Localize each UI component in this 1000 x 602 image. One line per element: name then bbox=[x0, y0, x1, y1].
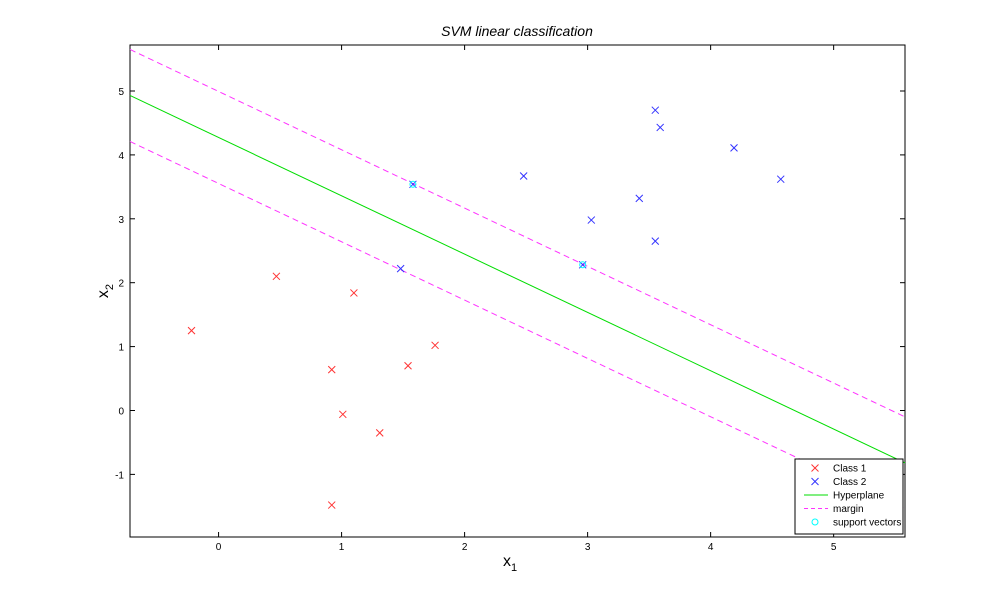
x-tick-label: 1 bbox=[339, 542, 345, 553]
y-axis-label-subscript: 2 bbox=[104, 284, 116, 290]
class-2-point-stroke bbox=[651, 237, 660, 246]
class-1-point bbox=[404, 361, 412, 370]
margin-line bbox=[129, 49, 906, 418]
class-1-point-stroke bbox=[272, 272, 281, 281]
x-axis-label-subscript: 1 bbox=[511, 562, 517, 574]
legend-x-marker bbox=[811, 464, 819, 472]
class-1-point bbox=[338, 410, 347, 419]
legend-item: Class 2 bbox=[811, 477, 867, 488]
axes-box bbox=[129, 44, 906, 538]
class-2-point-stroke bbox=[730, 144, 738, 152]
class-2-point bbox=[651, 237, 660, 246]
class-1-point bbox=[327, 365, 336, 374]
class-1-point-stroke bbox=[327, 365, 336, 374]
y-axis-label: x2 bbox=[95, 284, 116, 298]
class-1-point-stroke bbox=[375, 428, 384, 437]
class-2-point bbox=[730, 144, 738, 152]
class-2-point-stroke bbox=[519, 172, 528, 180]
class-1-point bbox=[350, 289, 358, 297]
hyperplane-line bbox=[129, 95, 906, 464]
class-1-point-stroke bbox=[187, 326, 196, 335]
legend-circle-marker bbox=[811, 518, 819, 526]
x-tick-label: 2 bbox=[462, 542, 468, 553]
y-tick-label: 4 bbox=[118, 151, 124, 162]
x-tick-label: 4 bbox=[708, 542, 714, 553]
x-tick-label: 0 bbox=[216, 542, 222, 553]
class-1-point-stroke bbox=[404, 361, 412, 370]
class-1-point bbox=[327, 501, 336, 509]
lines-layer bbox=[129, 49, 906, 510]
class-1-point-stroke bbox=[350, 289, 358, 297]
class-1-point bbox=[375, 428, 384, 437]
chart-title: SVM linear classification bbox=[441, 23, 593, 39]
y-tick-label: 5 bbox=[118, 87, 124, 98]
y-tick-label: 2 bbox=[118, 279, 124, 290]
class-2-point bbox=[635, 194, 644, 203]
class-1-point-stroke bbox=[431, 341, 439, 350]
class-2-point bbox=[587, 216, 596, 224]
legend-label: Hyperplane bbox=[833, 491, 885, 502]
y-tick-label: 3 bbox=[118, 215, 124, 226]
class-2-point bbox=[651, 106, 660, 115]
legend-item: margin bbox=[804, 504, 864, 515]
x-tick-label: 3 bbox=[585, 542, 591, 553]
support-vectors-marker bbox=[409, 180, 417, 188]
legend-items: Class 1 Class 2 Hyperplane margin support ve… bbox=[804, 464, 901, 529]
class-2-point bbox=[519, 172, 528, 180]
y-tick-label: 1 bbox=[118, 343, 124, 354]
legend-label: Class 2 bbox=[833, 477, 867, 488]
x-tick-label: 5 bbox=[831, 542, 837, 553]
class-1-point bbox=[431, 341, 439, 350]
class-2-point bbox=[656, 123, 665, 132]
legend: Class 1 Class 2 Hyperplane margin support ve… bbox=[794, 458, 904, 535]
legend-item: Hyperplane bbox=[804, 491, 885, 502]
legend-box bbox=[794, 458, 904, 535]
y-axis-label-main: x bbox=[95, 290, 112, 298]
x-axis-label: x1 bbox=[503, 553, 517, 574]
legend-x-marker bbox=[811, 477, 819, 486]
legend-item: support vectors bbox=[811, 518, 901, 529]
support-vectors-marker bbox=[579, 261, 587, 269]
class-1-point bbox=[187, 326, 196, 335]
y-tick-label: 0 bbox=[118, 406, 124, 417]
margin-lower-line bbox=[129, 141, 906, 510]
x-axis-label-main: x bbox=[503, 553, 511, 570]
class-2-point bbox=[776, 175, 785, 184]
class-1-point bbox=[272, 272, 281, 281]
class-2-point-stroke bbox=[396, 264, 405, 273]
class-2-point-stroke bbox=[587, 216, 596, 224]
legend-x-marker-stroke bbox=[811, 477, 819, 486]
legend-item: Class 1 bbox=[811, 464, 867, 475]
class-2-point-stroke bbox=[651, 106, 660, 115]
legend-label: support vectors bbox=[833, 518, 901, 529]
y-tick-label: -1 bbox=[115, 470, 124, 481]
plot-area: 0 1 2 3 4 5 -1 0 1 2 3 4 5 bbox=[115, 44, 906, 553]
legend-label: margin bbox=[833, 504, 864, 515]
class-2-point-stroke bbox=[776, 175, 785, 184]
class-2-point bbox=[396, 264, 405, 273]
legend-x-marker-stroke bbox=[811, 464, 819, 472]
class-2-point-stroke bbox=[656, 123, 665, 132]
class-1-point-stroke bbox=[327, 501, 336, 509]
class-2-point-stroke bbox=[635, 194, 644, 203]
class-1-point-stroke bbox=[338, 410, 347, 419]
points-layer bbox=[187, 106, 785, 509]
legend-label: Class 1 bbox=[833, 464, 867, 475]
